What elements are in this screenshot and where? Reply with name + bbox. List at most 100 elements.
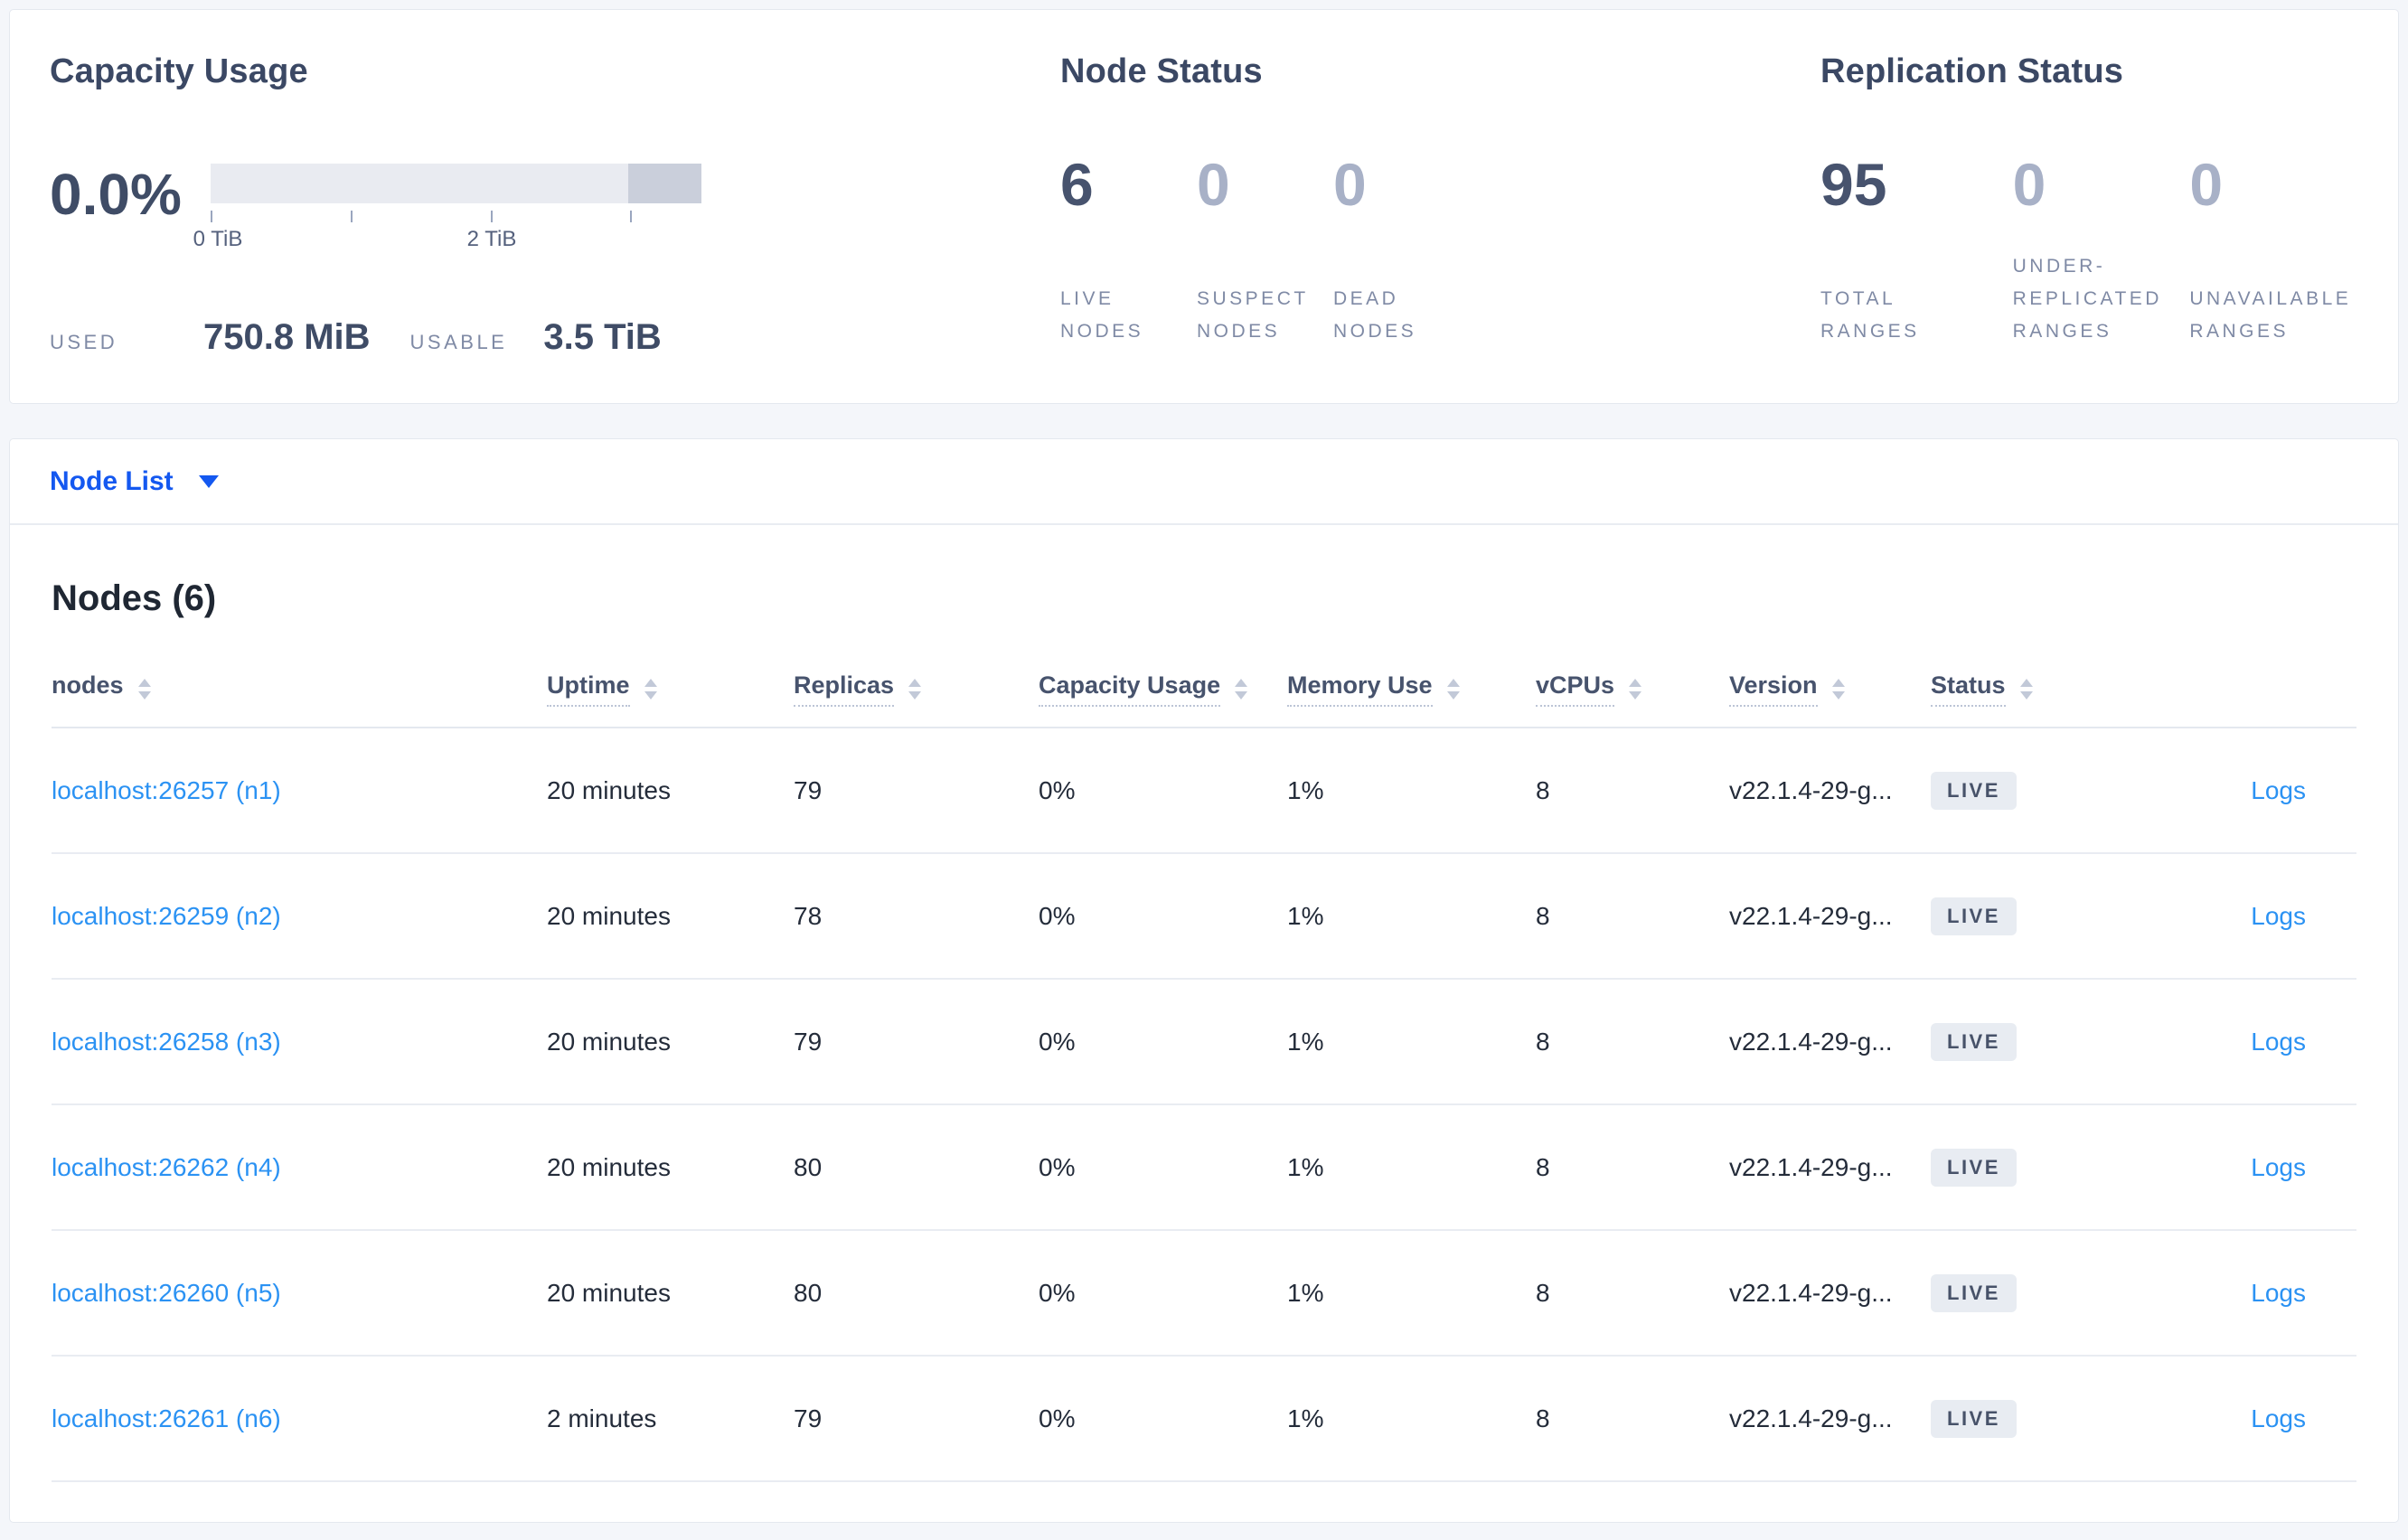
- sort-icon: [1629, 679, 1642, 700]
- vcpus-cell: 8: [1536, 1027, 1550, 1056]
- sort-icon: [2019, 679, 2033, 700]
- suspect-nodes-value: 0: [1197, 151, 1230, 218]
- status-badge: LIVE: [1931, 1273, 2017, 1312]
- column-header-status[interactable]: Status: [1931, 671, 2113, 707]
- logs-link[interactable]: Logs: [2251, 901, 2306, 930]
- column-header-nodes[interactable]: nodes: [52, 671, 547, 707]
- capacity-usage-title: Capacity Usage: [50, 52, 308, 90]
- view-selector-dropdown[interactable]: Node List: [10, 439, 2398, 525]
- node-link[interactable]: localhost:26260 (n5): [52, 1278, 281, 1307]
- replicas-cell: 78: [794, 901, 823, 930]
- suspect-nodes-stat: 0 SUSPECT NODES: [1197, 155, 1333, 348]
- axis-tick-label-2tib: 2 TiB: [466, 227, 517, 251]
- node-link[interactable]: localhost:26258 (n3): [52, 1027, 281, 1056]
- node-link[interactable]: localhost:26259 (n2): [52, 901, 281, 930]
- capacity-bar-dark-segment: [627, 164, 701, 203]
- logs-link[interactable]: Logs: [2251, 775, 2306, 804]
- table-row: localhost:26260 (n5) 20 minutes 80 0% 1%…: [52, 1231, 2356, 1357]
- memory-use-cell: 1%: [1287, 1404, 1324, 1432]
- version-cell: v22.1.4-29-g...: [1729, 901, 1893, 930]
- replicas-cell: 79: [794, 775, 823, 804]
- used-label: USED: [50, 331, 118, 353]
- axis-tick: [211, 211, 212, 222]
- capacity-usage-cell: 0%: [1039, 901, 1076, 930]
- replicas-cell: 80: [794, 1278, 823, 1307]
- vcpus-cell: 8: [1536, 1152, 1550, 1181]
- unavailable-ranges-stat: 0 UNAVAILABLE RANGES: [2189, 155, 2356, 348]
- node-list-card: Node List Nodes (6) nodes Uptime Replica…: [9, 438, 2399, 1523]
- node-status-title: Node Status: [1060, 52, 1263, 90]
- version-cell: v22.1.4-29-g...: [1729, 1278, 1893, 1307]
- node-link[interactable]: localhost:26257 (n1): [52, 775, 281, 804]
- capacity-usage-cell: 0%: [1039, 1152, 1076, 1181]
- column-header-capacity-usage[interactable]: Capacity Usage: [1039, 671, 1287, 707]
- axis-tick-label-0tib: 0 TiB: [193, 227, 243, 251]
- vcpus-cell: 8: [1536, 901, 1550, 930]
- capacity-gauge: 0.0% 0 TiB 2 TiB: [50, 164, 1060, 258]
- memory-use-cell: 1%: [1287, 775, 1324, 804]
- replicas-cell: 79: [794, 1404, 823, 1432]
- column-header-replicas[interactable]: Replicas: [794, 671, 1039, 707]
- table-header-row: nodes Uptime Replicas Capacity Usage Mem…: [52, 671, 2356, 728]
- usable-label: USABLE: [409, 331, 508, 353]
- replication-status-title: Replication Status: [1820, 52, 2124, 90]
- capacity-usage-cell: 0%: [1039, 1278, 1076, 1307]
- capacity-usage-cell: 0%: [1039, 775, 1076, 804]
- dead-nodes-value: 0: [1333, 151, 1367, 218]
- logs-link[interactable]: Logs: [2251, 1152, 2306, 1181]
- view-selector-label: Node List: [50, 465, 174, 496]
- uptime-cell: 20 minutes: [547, 901, 671, 930]
- sort-icon: [1446, 679, 1460, 700]
- capacity-usage-cell: 0%: [1039, 1027, 1076, 1056]
- chevron-down-icon: [198, 474, 219, 488]
- column-header-uptime[interactable]: Uptime: [547, 671, 794, 707]
- uptime-cell: 20 minutes: [547, 1027, 671, 1056]
- table-row: localhost:26258 (n3) 20 minutes 79 0% 1%…: [52, 980, 2356, 1105]
- table-row: localhost:26259 (n2) 20 minutes 78 0% 1%…: [52, 854, 2356, 980]
- logs-link[interactable]: Logs: [2251, 1404, 2306, 1432]
- capacity-used-percent: 0.0%: [50, 162, 182, 227]
- capacity-usage-section: Capacity Usage 0.0% 0 TiB 2 TiB: [50, 50, 1060, 403]
- version-cell: v22.1.4-29-g...: [1729, 1404, 1893, 1432]
- node-link[interactable]: localhost:26261 (n6): [52, 1404, 281, 1432]
- table-row: localhost:26262 (n4) 20 minutes 80 0% 1%…: [52, 1105, 2356, 1231]
- vcpus-cell: 8: [1536, 1278, 1550, 1307]
- uptime-cell: 2 minutes: [547, 1404, 657, 1432]
- logs-link[interactable]: Logs: [2251, 1027, 2306, 1056]
- node-link[interactable]: localhost:26262 (n4): [52, 1152, 281, 1181]
- column-header-vcpus[interactable]: vCPUs: [1536, 671, 1729, 707]
- axis-tick: [630, 211, 632, 222]
- live-nodes-value: 6: [1060, 151, 1094, 218]
- total-ranges-stat: 95 TOTAL RANGES: [1820, 155, 2013, 348]
- column-header-memory-use[interactable]: Memory Use: [1287, 671, 1536, 707]
- capacity-bar-chart: 0 TiB 2 TiB: [193, 164, 701, 258]
- status-badge: LIVE: [1931, 771, 2017, 810]
- replication-status-stats: 95 TOTAL RANGES 0 UNDER-REPLICATED RANGE…: [1820, 155, 2356, 348]
- capacity-used-usable-row: USED 750.8 MiB USABLE 3.5 TiB: [50, 317, 1060, 358]
- nodes-table-title: Nodes (6): [52, 578, 217, 618]
- dead-nodes-stat: 0 DEAD NODES: [1333, 155, 1470, 348]
- replicas-cell: 80: [794, 1152, 823, 1181]
- used-value: 750.8 MiB: [203, 317, 371, 357]
- live-nodes-stat: 6 LIVE NODES: [1060, 155, 1197, 348]
- uptime-cell: 20 minutes: [547, 775, 671, 804]
- under-replicated-ranges-stat: 0 UNDER-REPLICATED RANGES: [2013, 155, 2190, 348]
- node-status-section: Node Status 6 LIVE NODES 0 SUSPECT NODES…: [1060, 50, 1820, 403]
- uptime-cell: 20 minutes: [547, 1152, 671, 1181]
- axis-tick: [491, 211, 493, 222]
- uptime-cell: 20 minutes: [547, 1278, 671, 1307]
- sort-icon: [644, 679, 657, 700]
- sort-icon: [137, 679, 151, 700]
- status-badge: LIVE: [1931, 1022, 2017, 1061]
- table-body: localhost:26257 (n1) 20 minutes 79 0% 1%…: [52, 728, 2356, 1482]
- cluster-summary-card: Capacity Usage 0.0% 0 TiB 2 TiB: [9, 9, 2399, 404]
- capacity-usage-cell: 0%: [1039, 1404, 1076, 1432]
- nodes-table-section: Nodes (6) nodes Uptime Replicas Capacity…: [10, 576, 2398, 1509]
- column-header-version[interactable]: Version: [1729, 671, 1931, 707]
- memory-use-cell: 1%: [1287, 1152, 1324, 1181]
- total-ranges-value: 95: [1820, 151, 1887, 218]
- status-badge: LIVE: [1931, 1399, 2017, 1438]
- axis-tick: [351, 211, 353, 222]
- logs-link[interactable]: Logs: [2251, 1278, 2306, 1307]
